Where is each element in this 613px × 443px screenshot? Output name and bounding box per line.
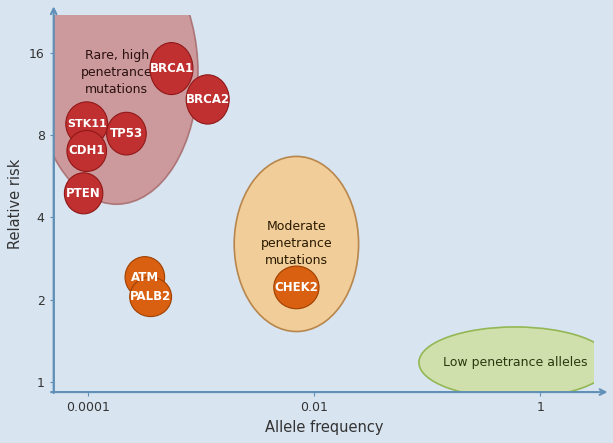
Text: STK11: STK11 (67, 119, 107, 129)
Ellipse shape (186, 75, 229, 124)
Ellipse shape (64, 173, 103, 214)
Ellipse shape (125, 256, 165, 298)
Text: Rare, high
penetrance
mutations: Rare, high penetrance mutations (81, 50, 153, 97)
Ellipse shape (150, 43, 193, 95)
Ellipse shape (67, 130, 107, 171)
Y-axis label: Relative risk: Relative risk (9, 158, 23, 249)
Text: TP53: TP53 (110, 127, 143, 140)
Text: ATM: ATM (131, 271, 159, 284)
Ellipse shape (35, 0, 198, 204)
Ellipse shape (234, 156, 359, 331)
Text: PTEN: PTEN (66, 187, 101, 200)
Ellipse shape (419, 327, 611, 398)
Text: CHEK2: CHEK2 (275, 281, 318, 294)
Ellipse shape (66, 102, 108, 146)
Text: BRCA1: BRCA1 (150, 62, 194, 75)
Text: Moderate
penetrance
mutations: Moderate penetrance mutations (261, 221, 332, 268)
Text: Low penetrance alleles: Low penetrance alleles (443, 356, 587, 369)
Text: CDH1: CDH1 (69, 144, 105, 157)
Ellipse shape (107, 112, 147, 155)
X-axis label: Allele frequency: Allele frequency (265, 420, 383, 435)
Text: BRCA2: BRCA2 (186, 93, 230, 106)
Text: PALB2: PALB2 (130, 290, 171, 303)
Ellipse shape (274, 266, 319, 309)
Ellipse shape (130, 277, 172, 317)
